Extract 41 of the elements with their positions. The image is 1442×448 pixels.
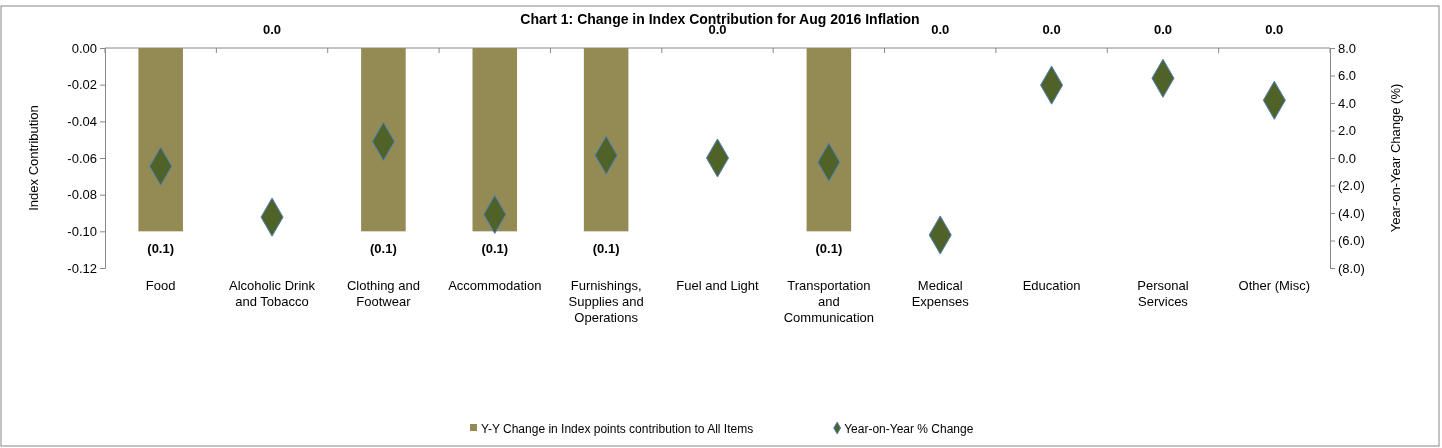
x-tick-label: Personal Services — [1137, 278, 1189, 309]
x-tick-label: Clothing and Footwear — [346, 278, 420, 309]
y-axis-title: Index Contribution — [26, 105, 41, 211]
y2-tick-label: 4.0 — [1338, 95, 1357, 111]
x-tick-label: Transportation and Communication — [783, 278, 875, 325]
x-tick-label: Education — [1022, 278, 1081, 293]
y-tick-label: -0.06 — [67, 150, 97, 166]
data-label: (0.1) — [592, 241, 620, 257]
x-tick-label: Alcoholic Drink and Tobacco — [229, 278, 316, 309]
data-label: 0.0 — [931, 22, 950, 37]
x-tick-label: Food — [145, 278, 176, 293]
y2-tick-label: (8.0) — [1338, 260, 1365, 276]
x-tick-label: Accommodation — [448, 278, 542, 293]
y2-tick-label: (4.0) — [1338, 205, 1365, 221]
x-tick-label: Other (Misc) — [1238, 278, 1311, 293]
data-label: (0.1) — [370, 241, 397, 257]
data-label: (0.1) — [815, 241, 843, 257]
y-tick-label: 0.00 — [71, 40, 97, 56]
y-tick-label: -0.10 — [67, 223, 97, 239]
y2-tick-label: 8.0 — [1338, 40, 1357, 56]
y2-tick-label: 2.0 — [1338, 123, 1357, 139]
y2-axis-title: Year-on-Year Change (%) — [1388, 83, 1403, 233]
y2-tick-label: (6.0) — [1338, 233, 1365, 249]
data-label: 0.0 — [263, 22, 282, 37]
y-tick-label: -0.02 — [67, 77, 97, 93]
x-tick-label: Furnishings, Supplies and Operations — [568, 278, 644, 325]
y2-tick-label: (2.0) — [1338, 178, 1365, 194]
y2-tick-label: 0.0 — [1338, 150, 1357, 166]
y-tick-label: -0.08 — [67, 187, 97, 203]
y-tick-label: -0.04 — [67, 113, 97, 129]
legend-label: Year-on-Year % Change — [844, 422, 974, 436]
y2-tick-label: 6.0 — [1338, 68, 1357, 84]
data-label: 0.0 — [1042, 22, 1061, 37]
data-label: (0.1) — [481, 241, 509, 257]
x-tick-label: Fuel and Light — [676, 278, 760, 293]
x-tick-label: Medical Expenses — [911, 278, 970, 309]
data-label: 0.0 — [1265, 22, 1284, 37]
y-tick-label: -0.12 — [67, 260, 97, 276]
legend-label: Y-Y Change in Index points contribution to All Items — [481, 422, 754, 436]
data-label: (0.1) — [147, 241, 175, 257]
data-label: 0.0 — [1153, 22, 1172, 37]
